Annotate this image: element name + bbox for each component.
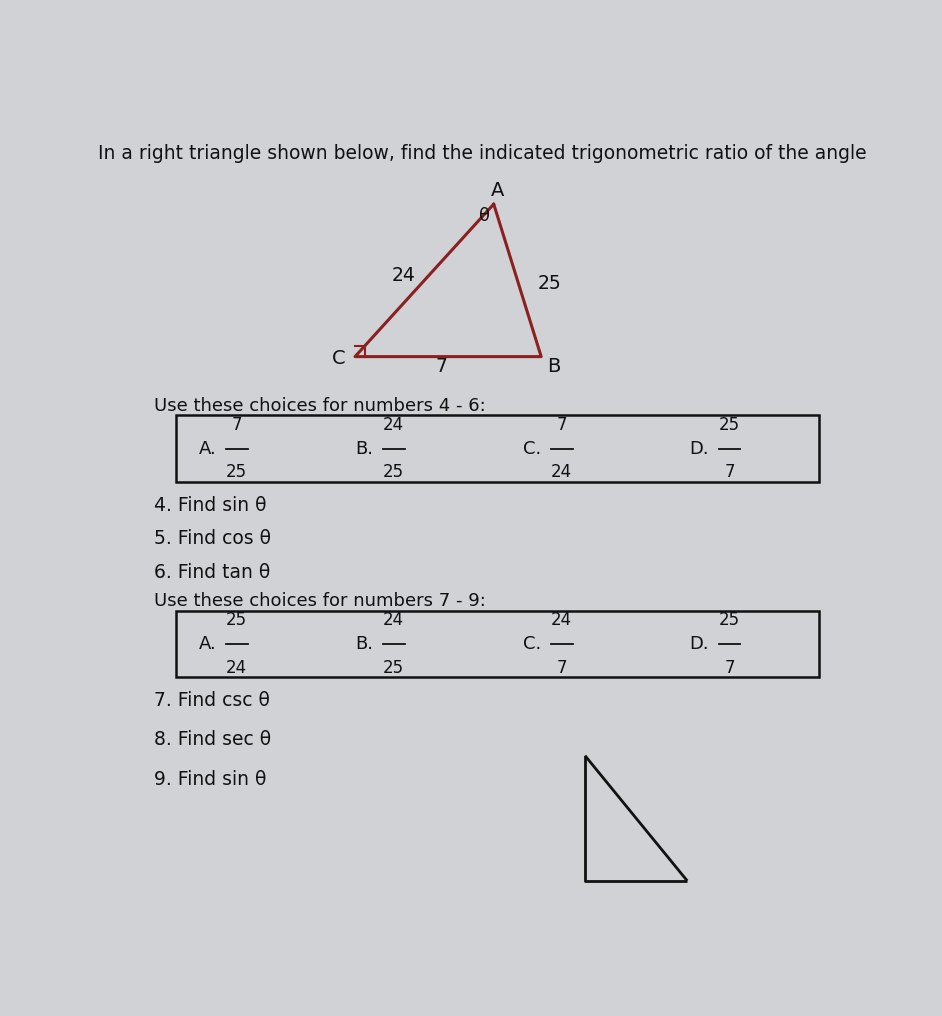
Text: 24: 24	[383, 416, 404, 434]
Text: B.: B.	[355, 635, 373, 653]
Bar	[176, 611, 819, 678]
Text: In a right triangle shown below, find the indicated trigonometric ratio of the a: In a right triangle shown below, find th…	[99, 143, 867, 163]
Text: D.: D.	[690, 440, 709, 457]
Text: B.: B.	[355, 440, 373, 457]
Text: 7: 7	[232, 416, 242, 434]
Text: 7: 7	[557, 659, 567, 677]
Text: D.: D.	[690, 635, 709, 653]
Text: 24: 24	[383, 612, 404, 629]
Text: Use these choices for numbers 4 - 6:: Use these choices for numbers 4 - 6:	[154, 397, 486, 415]
Text: 25: 25	[719, 416, 740, 434]
Text: A.: A.	[199, 440, 217, 457]
Text: 24: 24	[551, 612, 572, 629]
Text: 24: 24	[226, 659, 248, 677]
Text: 24: 24	[551, 463, 572, 482]
Bar	[176, 416, 819, 482]
Text: 7: 7	[724, 659, 735, 677]
Text: 7: 7	[436, 357, 447, 376]
Text: A: A	[491, 181, 504, 200]
Text: A.: A.	[199, 635, 217, 653]
Text: 8. Find sec θ: 8. Find sec θ	[154, 731, 271, 750]
Text: 24: 24	[392, 266, 415, 284]
Text: 7: 7	[557, 416, 567, 434]
Text: 25: 25	[383, 659, 404, 677]
Text: 7: 7	[724, 463, 735, 482]
Text: 25: 25	[538, 274, 561, 294]
Text: 4. Find sin θ: 4. Find sin θ	[154, 496, 267, 515]
Text: 7. Find csc θ: 7. Find csc θ	[154, 691, 270, 710]
Text: C.: C.	[523, 440, 542, 457]
Text: 25: 25	[383, 463, 404, 482]
Text: 9. Find sin θ: 9. Find sin θ	[154, 769, 267, 788]
Text: C.: C.	[523, 635, 542, 653]
Text: 6. Find tan θ: 6. Find tan θ	[154, 563, 270, 582]
Text: 25: 25	[226, 463, 248, 482]
Text: C: C	[332, 350, 345, 369]
Text: B: B	[547, 357, 560, 376]
Text: Use these choices for numbers 7 - 9:: Use these choices for numbers 7 - 9:	[154, 592, 486, 611]
Text: 25: 25	[226, 612, 248, 629]
Text: 5. Find cos θ: 5. Find cos θ	[154, 529, 271, 549]
Text: θ: θ	[479, 207, 490, 225]
Text: 25: 25	[719, 612, 740, 629]
